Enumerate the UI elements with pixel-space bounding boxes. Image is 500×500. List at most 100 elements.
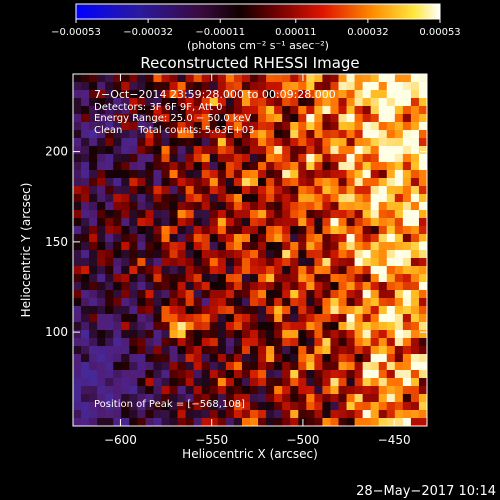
heatmap-cell (81, 266, 90, 275)
heatmap-cell (193, 314, 203, 323)
heatmap-cell (322, 186, 332, 195)
heatmap-cell (282, 386, 291, 395)
heatmap-cell (330, 394, 340, 403)
heatmap-cell (314, 322, 324, 331)
heatmap-cell (338, 338, 348, 347)
heatmap-cell (129, 410, 138, 419)
heatmap-cell (298, 210, 307, 219)
heatmap-cell (354, 138, 364, 147)
heatmap-cell (290, 130, 299, 139)
heatmap-cell (402, 170, 412, 179)
heatmap-cell (290, 146, 299, 155)
heatmap-cell (386, 354, 396, 363)
heatmap-cell (73, 418, 82, 426)
heatmap-cell (266, 402, 275, 411)
heatmap-cell (402, 330, 412, 339)
heatmap-cell (370, 178, 380, 187)
heatmap-cell (113, 386, 122, 395)
heatmap-cell (330, 234, 340, 243)
heatmap-cell (201, 306, 211, 315)
heatmap-cell (370, 82, 380, 91)
heatmap-cell (161, 402, 171, 411)
heatmap-cell (258, 282, 267, 291)
heatmap-cell (113, 130, 122, 139)
heatmap-cell (201, 122, 211, 131)
heatmap-cell (338, 378, 348, 387)
heatmap-cell (306, 210, 315, 219)
heatmap-cell (89, 290, 98, 299)
x-tick-label: −450 (378, 433, 411, 447)
heatmap-cell (241, 106, 251, 115)
heatmap-cell (137, 282, 147, 291)
heatmap-cell (298, 138, 307, 147)
heatmap-cell (362, 106, 372, 115)
heatmap-cell (169, 242, 179, 251)
heatmap-cell (306, 74, 315, 83)
heatmap-cell (306, 370, 315, 379)
heatmap-cell (225, 74, 235, 83)
heatmap-cell (338, 170, 348, 179)
heatmap-cell (370, 218, 380, 227)
heatmap-cell (330, 194, 340, 203)
heatmap-cell (258, 122, 267, 131)
heatmap-cell (354, 402, 364, 411)
heatmap-cell (161, 370, 171, 379)
heatmap-cell (225, 162, 235, 171)
heatmap-cell (169, 146, 179, 155)
heatmap-cell (418, 306, 427, 315)
heatmap-cell (137, 130, 147, 139)
heatmap-cell (346, 274, 356, 283)
heatmap-cell (258, 306, 267, 315)
heatmap-cell (402, 130, 412, 139)
heatmap-cell (209, 330, 219, 339)
heatmap-cell (290, 410, 299, 419)
heatmap-cell (81, 90, 90, 99)
heatmap-cell (418, 178, 427, 187)
heatmap-cell (362, 98, 372, 107)
heatmap-cell (346, 194, 356, 203)
heatmap-cell (225, 330, 235, 339)
heatmap-cell (362, 338, 372, 347)
heatmap-cell (153, 394, 163, 403)
heatmap-cell (241, 306, 251, 315)
heatmap-cell (177, 130, 187, 139)
heatmap-cell (378, 98, 388, 107)
heatmap-cell (258, 354, 267, 363)
heatmap-cell (258, 234, 267, 243)
heatmap-cell (314, 402, 324, 411)
heatmap-cell (73, 234, 82, 243)
heatmap-cell (250, 98, 259, 107)
heatmap-cell (394, 122, 404, 131)
heatmap-cell (346, 90, 356, 99)
heatmap-cell (233, 354, 243, 363)
heatmap-cell (298, 170, 307, 179)
heatmap-cell (129, 250, 138, 259)
heatmap-cell (105, 338, 114, 347)
heatmap-cell (314, 330, 324, 339)
heatmap-cell (193, 418, 203, 426)
heatmap-cell (370, 114, 380, 123)
heatmap-cell (193, 298, 203, 307)
heatmap-cell (402, 386, 412, 395)
annotation-block: 7−Oct−2014 23:59:28.000 to 00:09:28.000 … (94, 88, 336, 136)
heatmap-cell (394, 410, 404, 419)
heatmap-cell (338, 402, 348, 411)
heatmap-cell (274, 154, 283, 163)
heatmap-cell (129, 106, 138, 115)
heatmap-cell (81, 322, 90, 331)
heatmap-cell (394, 266, 404, 275)
heatmap-cell (314, 274, 324, 283)
heatmap-cell (314, 386, 324, 395)
heatmap-cell (394, 274, 404, 283)
heatmap-cell (153, 402, 163, 411)
heatmap-cell (145, 74, 155, 83)
heatmap-cell (113, 338, 122, 347)
heatmap-cell (362, 146, 372, 155)
heatmap-cell (354, 258, 364, 267)
heatmap-cell (169, 330, 179, 339)
heatmap-cell (394, 386, 404, 395)
heatmap-cell (274, 322, 283, 331)
heatmap-cell (209, 402, 219, 411)
heatmap-cell (169, 314, 179, 323)
heatmap-cell (137, 114, 147, 123)
